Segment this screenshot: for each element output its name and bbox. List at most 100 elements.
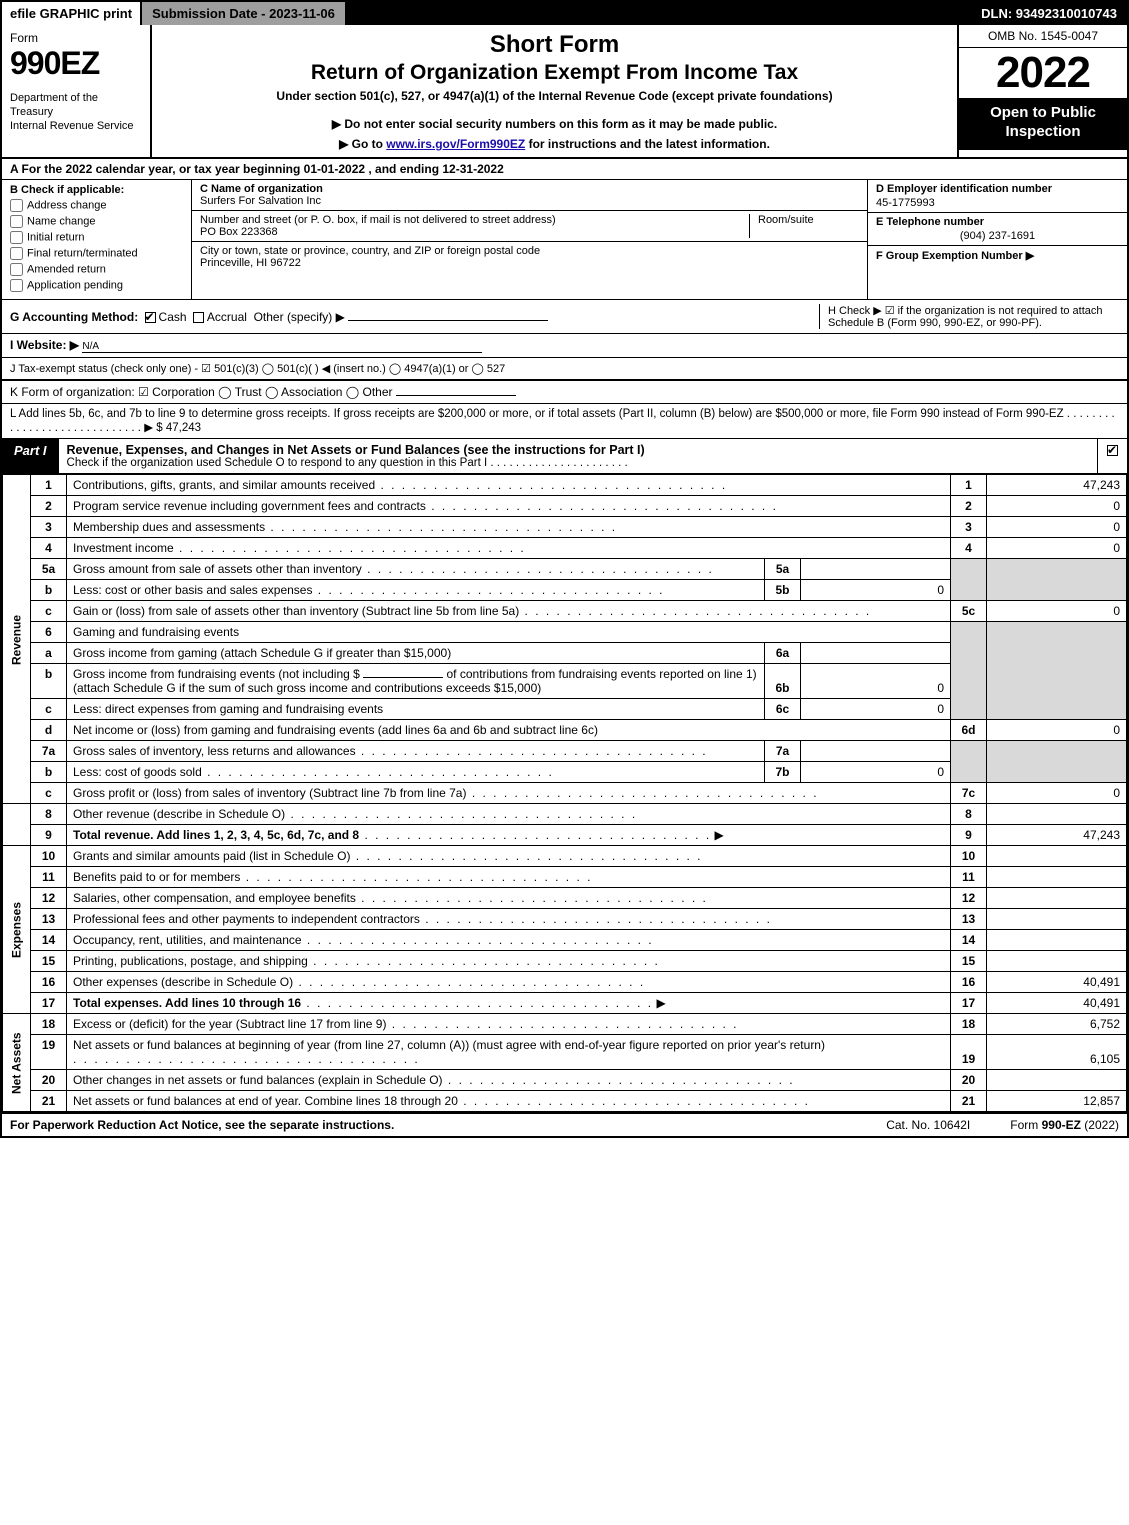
ln-10-val [987,846,1127,867]
ln-16-box: 16 [951,972,987,993]
ln-10-box: 10 [951,846,987,867]
ln-11-val [987,867,1127,888]
ln-6a-mini: 6a [765,643,801,664]
cb-final-return[interactable] [10,247,23,260]
footer-form-pre: Form [1010,1118,1041,1132]
g-other-blank[interactable] [348,320,548,321]
form-number: 990EZ [10,45,142,82]
ln-1-desc: Contributions, gifts, grants, and simila… [73,478,375,492]
ln-17-num: 17 [31,993,67,1014]
ln-9-box: 9 [951,825,987,846]
org-city: Princeville, HI 96722 [200,257,301,269]
ln-5a-num: 5a [31,559,67,580]
g-label: G Accounting Method: [10,310,138,324]
ln-1-box: 1 [951,475,987,496]
ln-10-desc: Grants and similar amounts paid (list in… [73,849,350,863]
section-bcdef: B Check if applicable: Address change Na… [2,180,1127,300]
ln-21-desc: Net assets or fund balances at end of ye… [73,1094,458,1108]
ln-5b-desc: Less: cost or other basis and sales expe… [73,583,312,597]
cb-cash[interactable] [145,312,156,323]
title-short-form: Short Form [162,31,947,59]
part1-badge: Part I [2,439,59,473]
ln-11-desc: Benefits paid to or for members [73,870,240,884]
ln-6b-mini: 6b [765,664,801,699]
ln-19-val: 6,105 [987,1035,1127,1070]
cb-final-return-lbl: Final return/terminated [27,247,138,259]
ln-7c-val: 0 [987,783,1127,804]
ln-4-box: 4 [951,538,987,559]
ln-6b-desc1: Gross income from fundraising events (no… [73,667,360,681]
ln-21-val: 12,857 [987,1091,1127,1112]
title-return: Return of Organization Exempt From Incom… [162,61,947,85]
cb-accrual[interactable] [193,312,204,323]
ln-21-num: 21 [31,1091,67,1112]
irs-link[interactable]: www.irs.gov/Form990EZ [386,137,525,151]
ln-6c-num: c [31,699,67,720]
shade-7ab [951,741,987,783]
cb-amended-return[interactable] [10,263,23,276]
cb-name-change[interactable] [10,215,23,228]
ln-7c-num: c [31,783,67,804]
ln-13-box: 13 [951,909,987,930]
row-l-gross-receipts: L Add lines 5b, 6c, and 7b to line 9 to … [2,404,1127,439]
ln-5c-num: c [31,601,67,622]
cb-initial-return[interactable] [10,231,23,244]
f-label: F Group Exemption Number ▶ [876,250,1034,262]
l-value: 47,243 [166,422,201,434]
ln-4-desc: Investment income [73,541,174,555]
c-city-label: City or town, state or province, country… [200,245,540,257]
shade-5ab [951,559,987,601]
form-header: Form 990EZ Department of the Treasury In… [2,25,1127,159]
ln-2-desc: Program service revenue including govern… [73,499,426,513]
phone-value: (904) 237-1691 [876,230,1119,242]
dept-label: Department of the Treasury Internal Reve… [10,92,142,133]
k-text: K Form of organization: ☑ Corporation ◯ … [10,385,393,399]
cb-application-pending[interactable] [10,279,23,292]
ln-6d-num: d [31,720,67,741]
ln-5c-desc: Gain or (loss) from sale of assets other… [73,604,519,618]
ln-6a-mval [801,643,951,664]
form-990ez-page: efile GRAPHIC print Submission Date - 20… [0,0,1129,1138]
submission-date-btn[interactable]: Submission Date - 2023-11-06 [142,2,345,25]
ln-5a-mini: 5a [765,559,801,580]
g-cash: Cash [159,310,187,324]
note-ssn: ▶ Do not enter social security numbers o… [162,117,947,131]
ln-6a-num: a [31,643,67,664]
col-def: D Employer identification number 45-1775… [867,180,1127,299]
part1-checkbox[interactable] [1097,439,1127,473]
ln-20-desc: Other changes in net assets or fund bala… [73,1073,443,1087]
ln-13-val [987,909,1127,930]
c-name-label: C Name of organization [200,183,323,195]
header-right: OMB No. 1545-0047 2022 Open to Public In… [957,25,1127,157]
k-other-blank[interactable] [396,395,516,396]
i-label: I Website: ▶ [10,338,79,352]
row-g-h: G Accounting Method: Cash Accrual Other … [2,300,1127,334]
ln-15-num: 15 [31,951,67,972]
ln-14-num: 14 [31,930,67,951]
ln-7b-desc: Less: cost of goods sold [73,765,202,779]
ln-5a-desc: Gross amount from sale of assets other t… [73,562,362,576]
ln-11-num: 11 [31,867,67,888]
ln-19-num: 19 [31,1035,67,1070]
part1-title-text: Revenue, Expenses, and Changes in Net As… [67,443,645,457]
ln-14-box: 14 [951,930,987,951]
ln-15-desc: Printing, publications, postage, and shi… [73,954,308,968]
header-center: Short Form Return of Organization Exempt… [152,25,957,157]
ln-9-num: 9 [31,825,67,846]
ln-6d-desc: Net income or (loss) from gaming and fun… [73,723,598,737]
efile-print-label[interactable]: efile GRAPHIC print [2,2,142,25]
ln-6c-desc: Less: direct expenses from gaming and fu… [73,702,383,716]
cb-address-change[interactable] [10,199,23,212]
ln-4-val: 0 [987,538,1127,559]
ln-6b-blank[interactable] [363,677,443,678]
header-left: Form 990EZ Department of the Treasury In… [2,25,152,157]
ln-2-box: 2 [951,496,987,517]
ln-12-desc: Salaries, other compensation, and employ… [73,891,356,905]
ln-18-desc: Excess or (deficit) for the year (Subtra… [73,1017,386,1031]
ln-18-box: 18 [951,1014,987,1035]
form-word: Form [10,31,142,45]
cb-address-change-lbl: Address change [27,199,107,211]
cb-application-pending-lbl: Application pending [27,279,123,291]
subtitle: Under section 501(c), 527, or 4947(a)(1)… [162,89,947,103]
ln-1-num: 1 [31,475,67,496]
